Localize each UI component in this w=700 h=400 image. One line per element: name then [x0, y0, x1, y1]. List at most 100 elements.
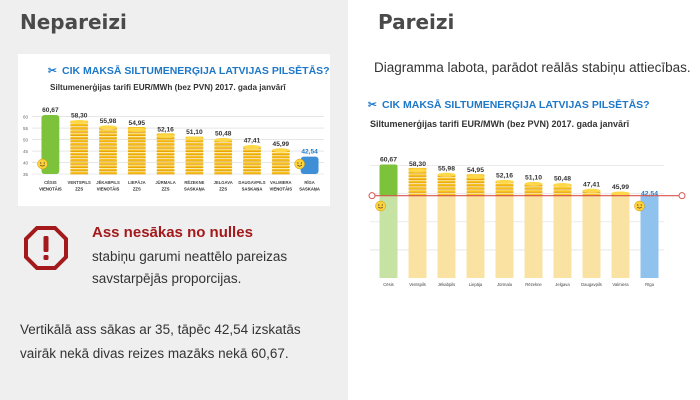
value-label: 47,41 [244, 138, 261, 145]
bar-base [466, 195, 485, 278]
correct-description: Diagramma labota, parādot reālās stabiņu… [374, 60, 691, 75]
category-label: LIEPĀJA [128, 180, 146, 185]
bar-base [553, 195, 572, 278]
chart-subtitle: Siltumenerģijas tarifi EUR/MWh (bez PVN)… [50, 83, 286, 92]
bar-base [611, 195, 630, 278]
bar [41, 115, 60, 174]
category-label: Jūrmala [497, 282, 513, 287]
value-label: 55,98 [438, 165, 455, 172]
bar [243, 145, 261, 175]
party-label: VIENOTĀIS [270, 187, 293, 192]
bar [495, 179, 514, 197]
smiley-icon [375, 200, 386, 212]
category-label: Liepāja [469, 282, 483, 287]
category-label: Jēkabpils [438, 282, 455, 287]
category-label: VALMIERA [270, 180, 292, 185]
value-label: 58,30 [409, 161, 426, 168]
bar [271, 148, 290, 175]
value-label: 51,10 [186, 129, 203, 136]
y-tick-label: 45 [23, 149, 29, 154]
bar [408, 167, 427, 197]
bar-base [524, 195, 543, 278]
bar [466, 174, 485, 197]
y-tick-label: 60 [23, 115, 29, 120]
value-label: 54,95 [467, 167, 484, 174]
axis-break-marker [678, 192, 686, 200]
incorrect-explanation: Vertikālā ass sākas ar 35, tāpēc 42,54 i… [20, 322, 301, 361]
value-label: 45,99 [612, 184, 629, 191]
category-label: JĒKABPILS [96, 180, 120, 185]
category-label: Valmiera [612, 282, 629, 287]
smiley-icon [294, 158, 305, 170]
party-label: SASKAŅA [184, 187, 205, 192]
party-label: SASKAŅA [299, 187, 320, 192]
smiley-icon [37, 158, 48, 170]
bar [553, 183, 572, 197]
value-label: 55,98 [100, 118, 117, 125]
warning-title: Ass nesākas no nulles [92, 224, 253, 241]
correct-heading: Pareizi [378, 10, 455, 34]
party-label: ZZS [75, 187, 83, 192]
tools-icon: ✂ [48, 65, 57, 77]
chart-subtitle: Siltumenerģijas tarifi EUR/MWh (bez PVN)… [370, 119, 630, 129]
axis-break-marker [368, 192, 376, 200]
party-label: ZZS [219, 187, 227, 192]
y-tick-label: 55 [23, 126, 29, 131]
incorrect-panel: Nepareizi ✂ CIK MAKSĀ SILTUMENERĢIJA LATV… [0, 0, 348, 400]
incorrect-chart: ✂ CIK MAKSĀ SILTUMENERĢIJA LATVIJAS PILSĒ… [18, 54, 330, 206]
party-label: VIENOTĀIS [97, 187, 120, 192]
bar-base [640, 195, 659, 278]
bar [99, 125, 117, 175]
category-label: Daugavpils [581, 282, 602, 287]
category-label: Cēsis [383, 282, 393, 287]
bar [185, 136, 204, 175]
value-label: 42,54 [301, 149, 318, 156]
value-label: 60,67 [42, 107, 59, 114]
party-label: VIENOTĀIS [39, 187, 62, 192]
value-label: 45,99 [273, 141, 290, 148]
bar [156, 133, 175, 175]
bar [524, 181, 543, 197]
value-label: 52,16 [496, 172, 513, 179]
party-label: ZZS [162, 187, 170, 192]
category-label: DAUGAVPILS [238, 180, 265, 185]
party-label: SASKAŅA [242, 187, 263, 192]
value-label: 52,16 [157, 127, 174, 134]
category-label: VENTSPILS [68, 180, 91, 185]
party-label: ZZS [133, 187, 141, 192]
value-label: 60,67 [380, 156, 397, 163]
bar [70, 119, 89, 175]
chart-title: CIK MAKSĀ SILTUMENERĢIJA LATVIJAS PILSĒT… [382, 99, 650, 111]
incorrect-heading: Nepareizi [20, 10, 127, 34]
smiley-icon [634, 200, 645, 212]
correct-chart: ✂ CIK MAKSĀ SILTUMENERĢIJA LATVIJAS PILSĒ… [368, 94, 686, 292]
value-label: 54,95 [129, 120, 146, 127]
bar [214, 137, 233, 175]
y-tick-label: 40 [23, 161, 29, 166]
incorrect-chart-svg: ✂ CIK MAKSĀ SILTUMENERĢIJA LATVIJAS PILSĒ… [23, 65, 330, 192]
warning-text: stabiņu garumi neattēlo pareizas savstar… [92, 249, 288, 286]
bar-base [379, 195, 398, 278]
warning-octagon-icon [24, 226, 68, 270]
y-tick-label: 35 [23, 172, 29, 177]
category-label: CĒSIS [44, 180, 57, 185]
value-label: 50,48 [215, 130, 232, 137]
category-label: Rīga [645, 282, 655, 287]
bar-base [408, 195, 427, 278]
category-label: JŪRMALA [155, 180, 175, 185]
bar [437, 172, 456, 197]
category-label: Ventspils [409, 282, 426, 287]
value-label: 42,54 [641, 190, 658, 197]
category-label: RĪGA [304, 180, 314, 185]
value-label: 47,41 [583, 181, 600, 188]
bar [611, 191, 630, 197]
category-label: JELGAVA [214, 180, 233, 185]
category-label: Jelgava [555, 282, 570, 287]
bar-base [437, 195, 456, 278]
tools-icon: ✂ [368, 99, 377, 111]
bar [582, 188, 601, 197]
bar [300, 156, 319, 174]
bar-base [582, 195, 601, 278]
bar-base [495, 195, 514, 278]
